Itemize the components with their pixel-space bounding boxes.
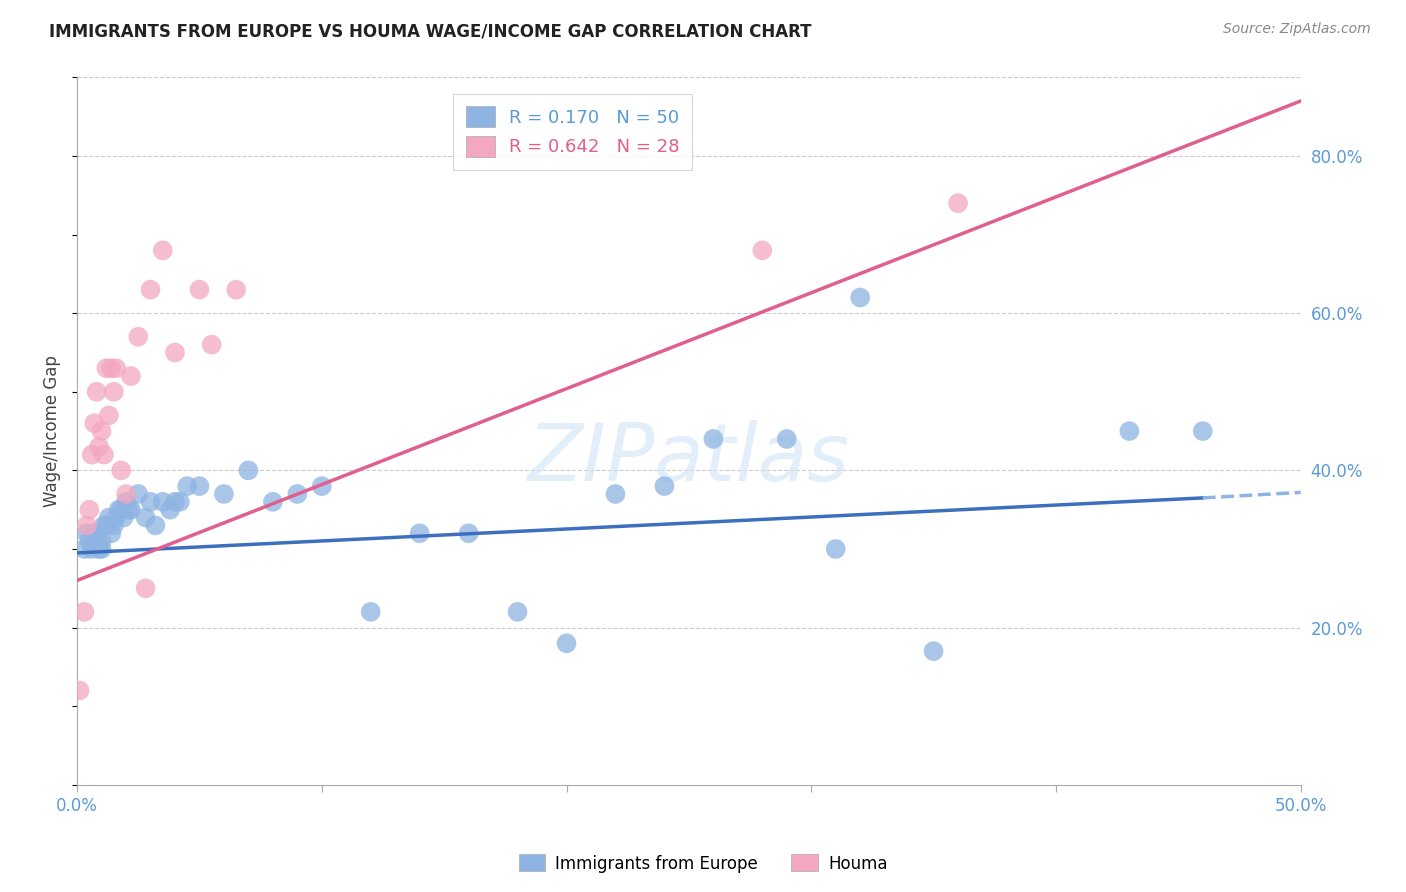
Point — [824, 541, 846, 556]
Point — [90, 541, 112, 556]
Point — [87, 541, 110, 556]
Point — [100, 526, 122, 541]
Point — [86, 534, 108, 549]
Point — [776, 432, 799, 446]
Point — [96, 518, 118, 533]
Point — [87, 440, 110, 454]
Point — [127, 330, 149, 344]
Point — [360, 605, 382, 619]
Point — [285, 487, 308, 501]
Point — [262, 495, 284, 509]
Point — [80, 541, 103, 556]
Point — [139, 283, 162, 297]
Point — [702, 432, 724, 446]
Point — [107, 502, 129, 516]
Point — [169, 495, 191, 509]
Point — [93, 448, 115, 462]
Point — [115, 495, 138, 509]
Point — [1191, 424, 1213, 438]
Point — [93, 518, 115, 533]
Text: IMMIGRANTS FROM EUROPE VS HOUMA WAGE/INCOME GAP CORRELATION CHART: IMMIGRANTS FROM EUROPE VS HOUMA WAGE/INC… — [49, 22, 811, 40]
Point — [117, 502, 139, 516]
Point — [506, 605, 529, 619]
Point — [152, 244, 174, 258]
Point — [311, 479, 333, 493]
Legend: Immigrants from Europe, Houma: Immigrants from Europe, Houma — [512, 847, 894, 880]
Point — [110, 463, 132, 477]
Point — [97, 409, 120, 423]
Point — [135, 582, 157, 596]
Point — [103, 384, 125, 399]
Point — [100, 361, 122, 376]
Point — [152, 495, 174, 509]
Point — [73, 605, 96, 619]
Point — [80, 448, 103, 462]
Point — [112, 510, 135, 524]
Point — [83, 416, 105, 430]
Point — [73, 541, 96, 556]
Point — [163, 345, 186, 359]
Point — [135, 510, 157, 524]
Text: ZIPatlas: ZIPatlas — [527, 420, 851, 499]
Point — [139, 495, 162, 509]
Point — [145, 518, 167, 533]
Point — [946, 196, 969, 211]
Point — [127, 487, 149, 501]
Point — [115, 487, 138, 501]
Point — [605, 487, 627, 501]
Point — [103, 518, 125, 533]
Point — [86, 384, 108, 399]
Point — [1118, 424, 1140, 438]
Point — [408, 526, 430, 541]
Point — [922, 644, 945, 658]
Point — [751, 244, 773, 258]
Point — [76, 526, 98, 541]
Point — [105, 510, 128, 524]
Point — [83, 526, 105, 541]
Point — [96, 361, 118, 376]
Point — [69, 683, 91, 698]
Point — [555, 636, 578, 650]
Point — [212, 487, 235, 501]
Text: Source: ZipAtlas.com: Source: ZipAtlas.com — [1223, 22, 1371, 37]
Point — [79, 534, 101, 549]
Point — [188, 283, 211, 297]
Point — [110, 502, 132, 516]
Point — [201, 337, 224, 351]
Point — [120, 369, 142, 384]
Point — [457, 526, 479, 541]
Point — [849, 291, 872, 305]
Point — [97, 510, 120, 524]
Point — [105, 361, 128, 376]
Point — [120, 502, 142, 516]
Point — [79, 502, 101, 516]
Point — [225, 283, 247, 297]
Point — [176, 479, 198, 493]
Point — [90, 534, 112, 549]
Point — [76, 518, 98, 533]
Point — [90, 424, 112, 438]
Point — [654, 479, 676, 493]
Point — [159, 502, 181, 516]
Point — [238, 463, 260, 477]
Legend: R = 0.170   N = 50, R = 0.642   N = 28: R = 0.170 N = 50, R = 0.642 N = 28 — [453, 94, 692, 169]
Y-axis label: Wage/Income Gap: Wage/Income Gap — [44, 355, 60, 507]
Point — [163, 495, 186, 509]
Point — [188, 479, 211, 493]
